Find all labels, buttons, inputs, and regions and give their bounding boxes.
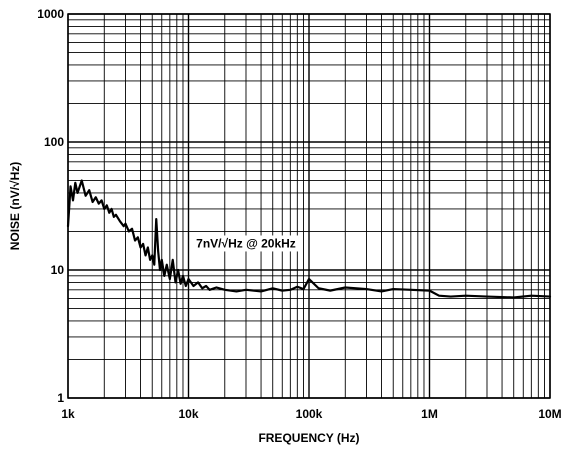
annotation-background: [193, 235, 299, 252]
y-tick-labels: 1 10 100 1000: [37, 7, 64, 405]
annotations: 7nV/√Hz @ 20kHz: [193, 235, 299, 252]
noise-series-line: [66, 179, 552, 299]
x-tick-label: 1k: [61, 407, 75, 421]
y-axis-title: NOISE (nV/√Hz): [8, 162, 22, 251]
x-tick-label: 10k: [178, 407, 198, 421]
x-tick-labels: 1k 10k 100k 1M 10M: [61, 407, 561, 421]
y-tick-label: 100: [44, 135, 64, 149]
x-tick-label: 100k: [296, 407, 323, 421]
y-tick-label: 1: [57, 391, 64, 405]
y-tick-label: 1000: [37, 7, 64, 21]
series-layer: [66, 179, 552, 299]
x-tick-label: 10M: [538, 407, 561, 421]
y-tick-label: 10: [51, 263, 65, 277]
x-axis-title: FREQUENCY (Hz): [258, 431, 359, 445]
plot-frame: [67, 13, 551, 399]
x-tick-label: 1M: [421, 407, 438, 421]
annotation-label: 7nV/√Hz @ 20kHz: [196, 236, 296, 250]
